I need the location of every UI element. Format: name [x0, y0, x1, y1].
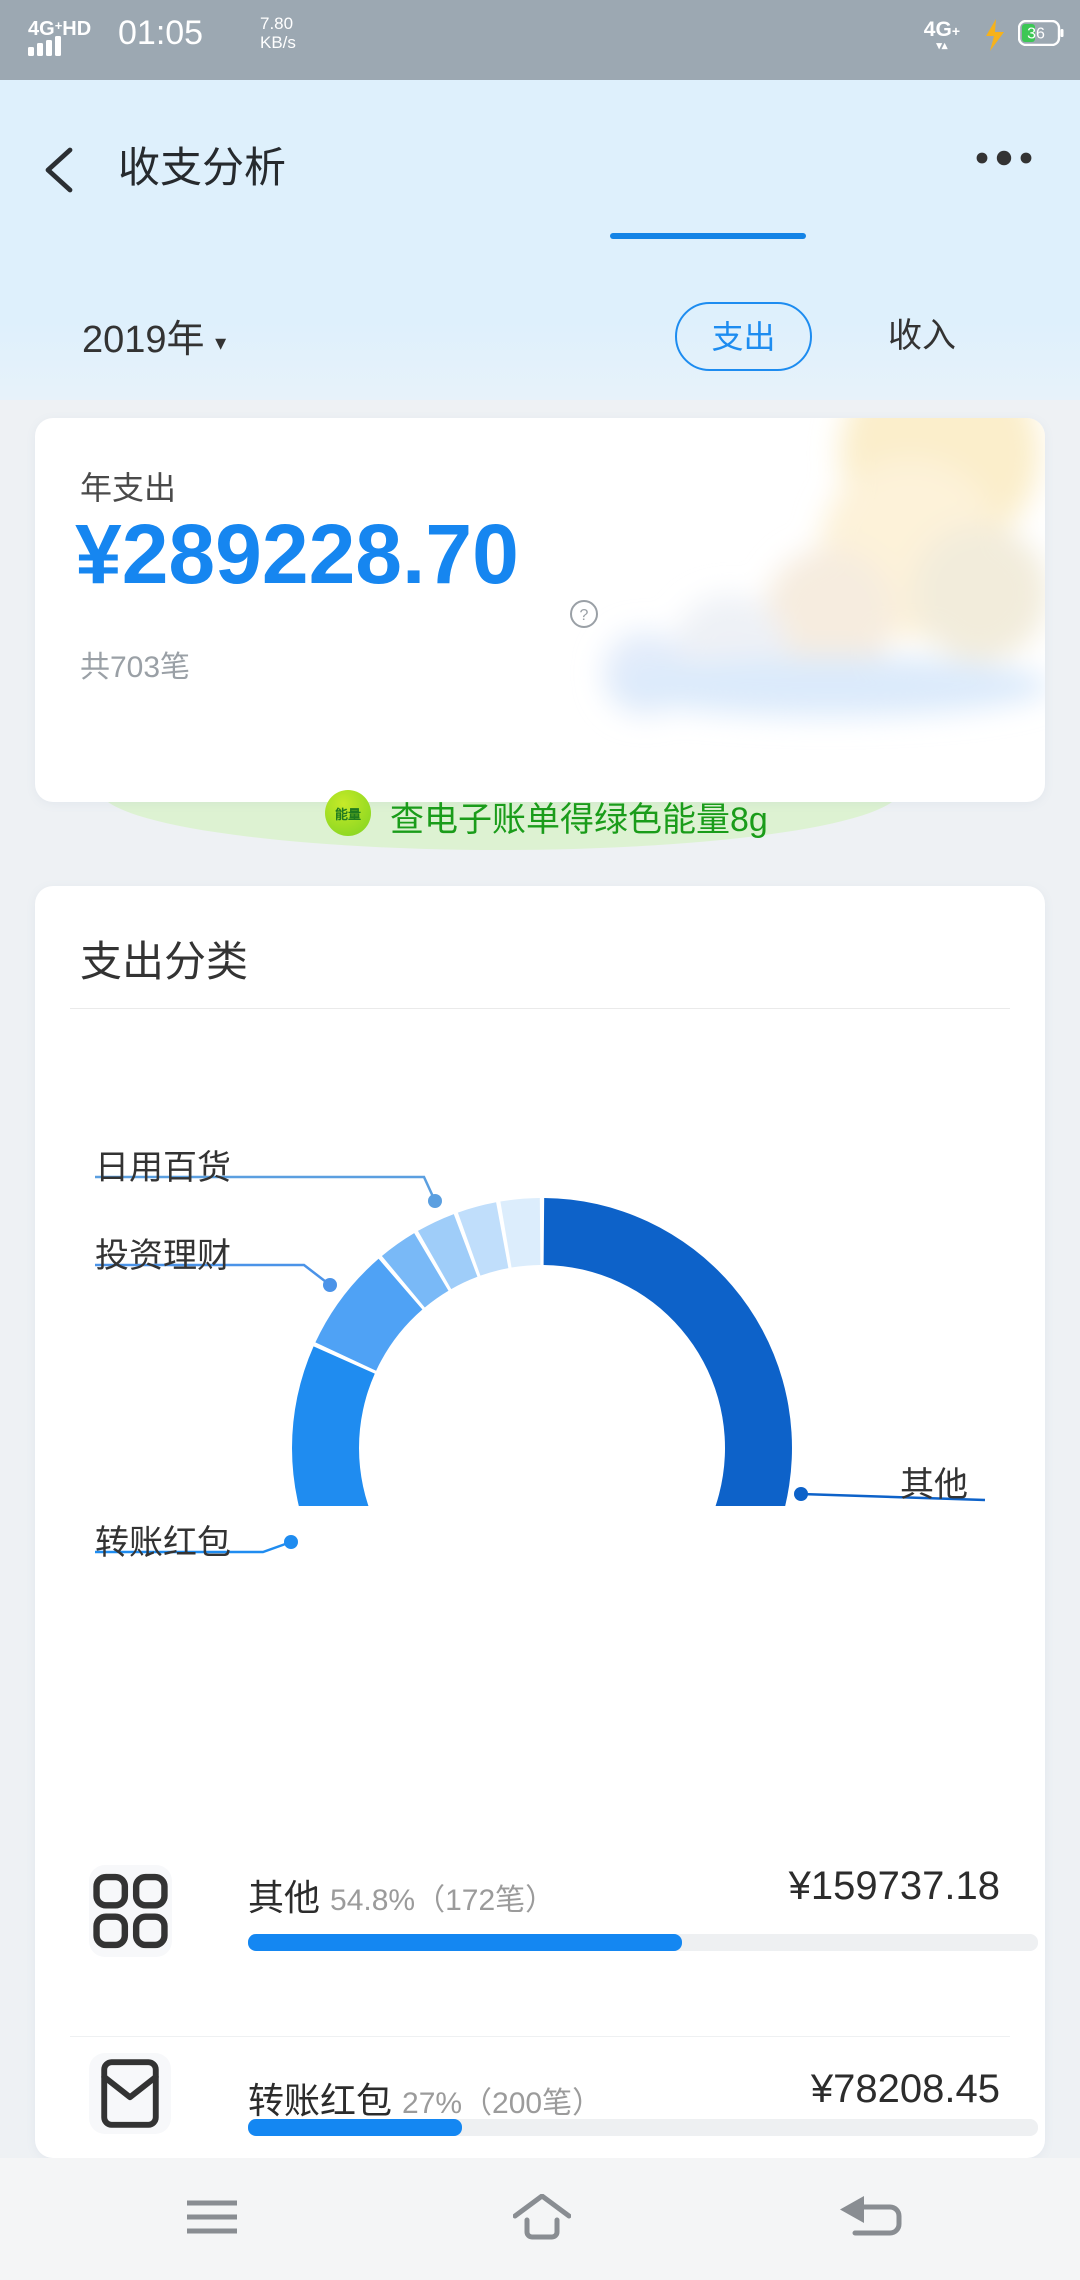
svg-text:36: 36 — [1027, 26, 1045, 43]
svg-text:?: ? — [580, 607, 589, 624]
